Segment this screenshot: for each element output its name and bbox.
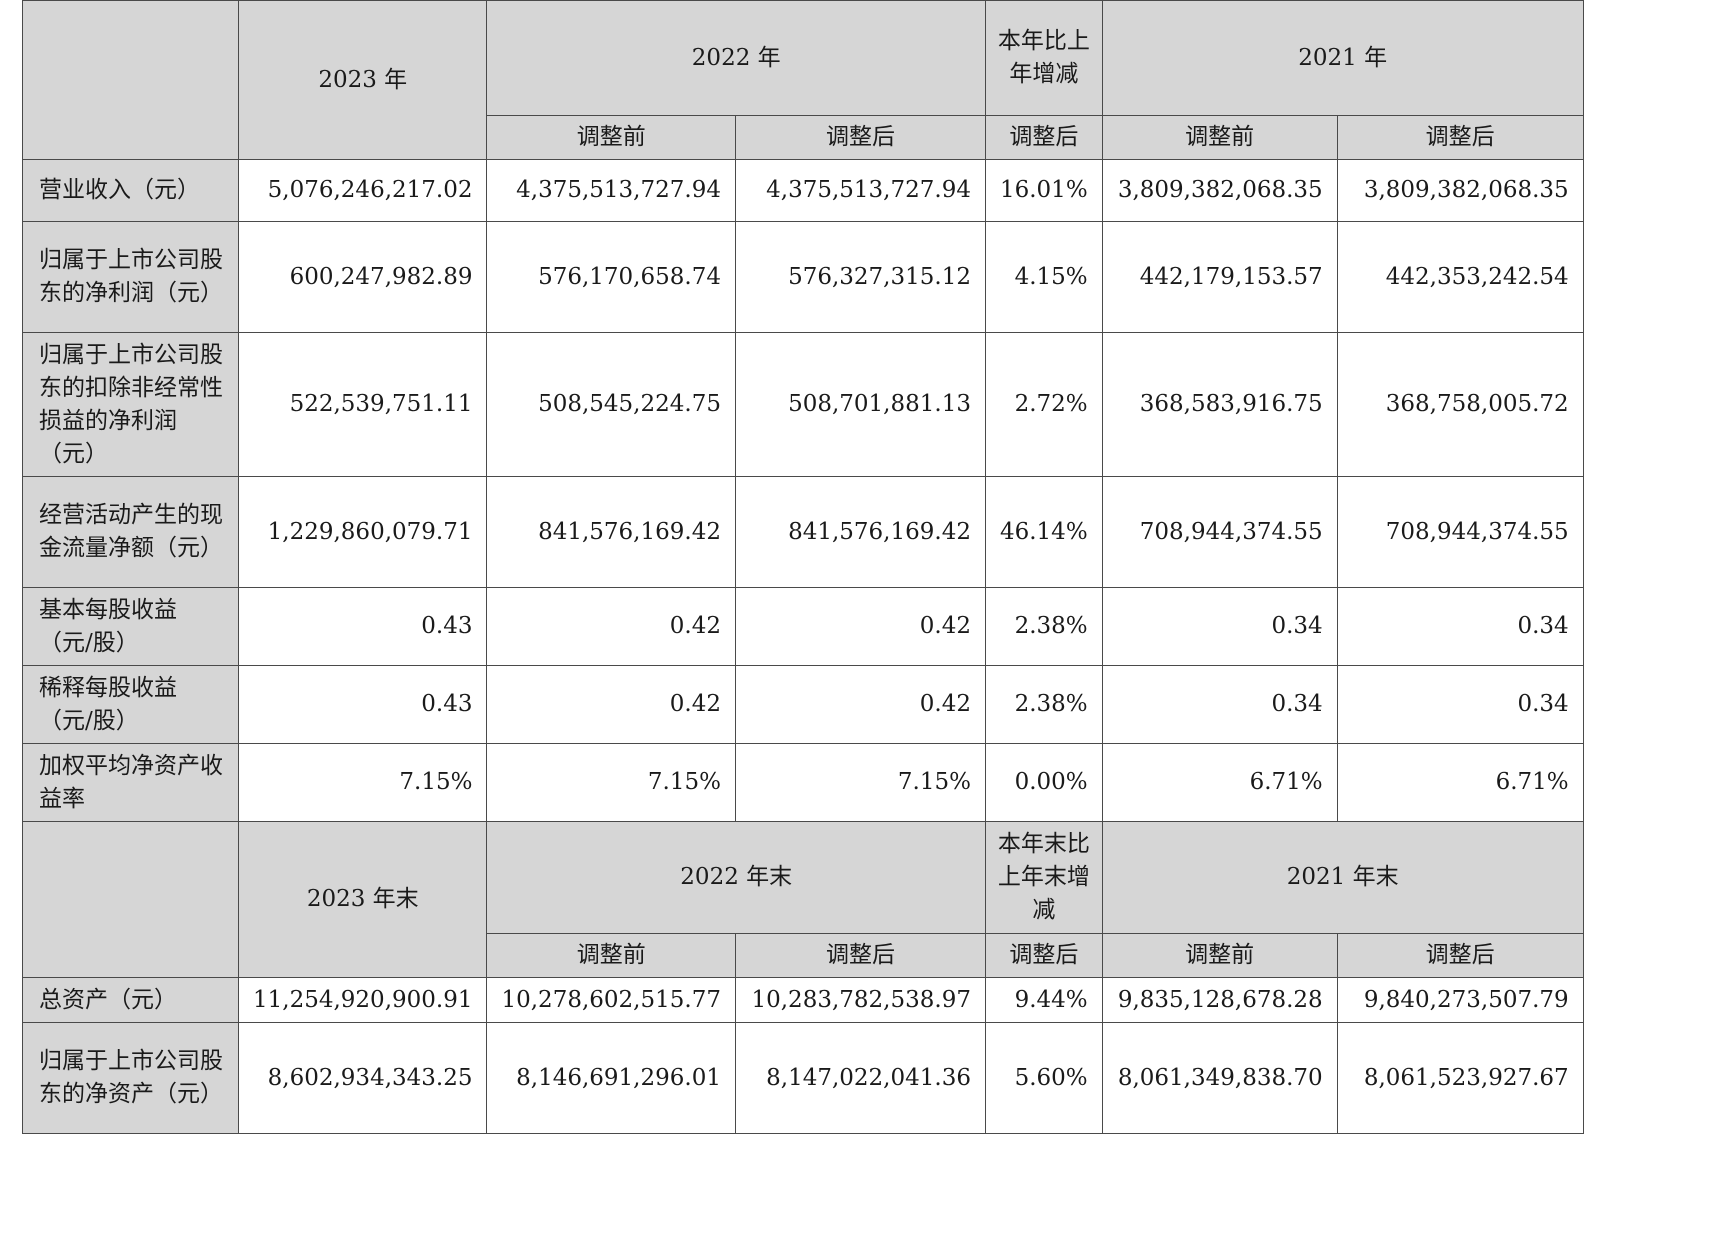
value-2021-after: 0.34 [1336, 665, 1584, 744]
header-2022-end-after: 调整后 [734, 933, 986, 978]
value-2022-after: 576,327,315.12 [734, 221, 986, 333]
table-row: 经营活动产生的现金流量净额（元） 1,229,860,079.71 841,57… [22, 476, 1584, 588]
header-2021-end: 2021 年末 [1101, 821, 1584, 934]
value-2021-before: 3,809,382,068.35 [1101, 159, 1338, 222]
row-label: 稀释每股收益（元/股） [22, 665, 239, 744]
value-2023: 5,076,246,217.02 [237, 159, 488, 222]
row-label: 归属于上市公司股东的净资产（元） [22, 1022, 239, 1134]
value-change: 16.01% [984, 159, 1103, 222]
value-2021-before: 442,179,153.57 [1101, 221, 1338, 333]
table-row: 归属于上市公司股东的扣除非经常性损益的净利润（元） 522,539,751.11… [22, 332, 1584, 477]
value-2021-after: 3,809,382,068.35 [1336, 159, 1584, 222]
row-label: 总资产（元） [22, 977, 239, 1023]
value-2021-after: 368,758,005.72 [1336, 332, 1584, 477]
header-2022: 2022 年 [486, 0, 986, 116]
header-2023-end: 2023 年末 [237, 821, 488, 978]
value-2023: 1,229,860,079.71 [237, 476, 488, 588]
table-row: 归属于上市公司股东的净资产（元） 8,602,934,343.25 8,146,… [22, 1022, 1584, 1134]
header-2021-before: 调整前 [1101, 115, 1338, 160]
value-2021-after: 442,353,242.54 [1336, 221, 1584, 333]
value-2021-before: 8,061,349,838.70 [1101, 1022, 1338, 1134]
header-2022-before: 调整前 [486, 115, 736, 160]
row-label: 归属于上市公司股东的净利润（元） [22, 221, 239, 333]
header-2021-end-before: 调整前 [1101, 933, 1338, 978]
value-change: 4.15% [984, 221, 1103, 333]
financial-indicators-table: 2023 年 2022 年 本年比上年增减 2021 年 调整前 调整后 调整后… [22, 0, 1584, 1134]
section2-header-row: 2023 年末 2022 年末 本年末比上年末增减 2021 年末 [22, 821, 1584, 978]
value-2022-before: 0.42 [486, 587, 736, 666]
section1-subheader-row: 调整前 调整后 调整后 调整前 调整后 [23, 115, 1584, 160]
value-2022-before: 841,576,169.42 [486, 476, 736, 588]
row-label: 营业收入（元） [22, 159, 239, 222]
value-2021-before: 708,944,374.55 [1101, 476, 1338, 588]
header-2022-end: 2022 年末 [486, 821, 986, 934]
value-2022-before: 4,375,513,727.94 [486, 159, 736, 222]
row-label: 归属于上市公司股东的扣除非经常性损益的净利润（元） [22, 332, 239, 477]
table-row: 基本每股收益（元/股） 0.43 0.42 0.42 2.38% 0.34 0.… [22, 587, 1584, 666]
value-2022-after: 508,701,881.13 [734, 332, 986, 477]
value-2022-before: 8,146,691,296.01 [486, 1022, 736, 1134]
header-change-end-after: 调整后 [984, 933, 1103, 978]
header-change-end: 本年末比上年末增减 [984, 821, 1103, 934]
value-2022-after: 0.42 [734, 665, 986, 744]
value-2021-after: 0.34 [1336, 587, 1584, 666]
header-2022-after: 调整后 [734, 115, 986, 160]
value-2021-before: 368,583,916.75 [1101, 332, 1338, 477]
value-2023: 7.15% [237, 743, 488, 822]
value-2022-after: 10,283,782,538.97 [734, 977, 986, 1023]
value-2021-before: 0.34 [1101, 587, 1338, 666]
value-2022-before: 0.42 [486, 665, 736, 744]
value-2022-after: 841,576,169.42 [734, 476, 986, 588]
value-change: 2.38% [984, 587, 1103, 666]
row-label: 基本每股收益（元/股） [22, 587, 239, 666]
value-change: 5.60% [984, 1022, 1103, 1134]
value-2022-after: 8,147,022,041.36 [734, 1022, 986, 1134]
row-label: 经营活动产生的现金流量净额（元） [22, 476, 239, 588]
value-2022-before: 10,278,602,515.77 [486, 977, 736, 1023]
value-2022-after: 0.42 [734, 587, 986, 666]
section2-corner-cell [22, 821, 239, 978]
section1-header-row: 2023 年 2022 年 本年比上年增减 2021 年 [22, 0, 1584, 160]
value-2021-before: 0.34 [1101, 665, 1338, 744]
value-2023: 0.43 [237, 665, 488, 744]
section2-subheader-row: 调整前 调整后 调整后 调整前 调整后 [23, 933, 1584, 978]
header-2023: 2023 年 [237, 0, 488, 160]
value-2022-before: 576,170,658.74 [486, 221, 736, 333]
section1-corner-cell [22, 0, 239, 160]
value-2021-after: 8,061,523,927.67 [1336, 1022, 1584, 1134]
header-2022-end-before: 调整前 [486, 933, 736, 978]
header-2021-end-after: 调整后 [1336, 933, 1584, 978]
value-2021-after: 708,944,374.55 [1336, 476, 1584, 588]
value-change: 9.44% [984, 977, 1103, 1023]
header-change-after: 调整后 [984, 115, 1103, 160]
table-row: 加权平均净资产收益率 7.15% 7.15% 7.15% 0.00% 6.71%… [22, 743, 1584, 822]
value-change: 0.00% [984, 743, 1103, 822]
value-2023: 522,539,751.11 [237, 332, 488, 477]
value-2021-after: 9,840,273,507.79 [1336, 977, 1584, 1023]
value-2021-before: 6.71% [1101, 743, 1338, 822]
table-row: 归属于上市公司股东的净利润（元） 600,247,982.89 576,170,… [22, 221, 1584, 333]
row-label: 加权平均净资产收益率 [22, 743, 239, 822]
value-2023: 0.43 [237, 587, 488, 666]
value-change: 46.14% [984, 476, 1103, 588]
value-2023: 11,254,920,900.91 [237, 977, 488, 1023]
value-change: 2.38% [984, 665, 1103, 744]
value-2023: 8,602,934,343.25 [237, 1022, 488, 1134]
value-2021-after: 6.71% [1336, 743, 1584, 822]
table-row: 稀释每股收益（元/股） 0.43 0.42 0.42 2.38% 0.34 0.… [22, 665, 1584, 744]
value-2022-after: 4,375,513,727.94 [734, 159, 986, 222]
header-change: 本年比上年增减 [984, 0, 1103, 116]
table-row: 营业收入（元） 5,076,246,217.02 4,375,513,727.9… [22, 159, 1584, 222]
value-2022-before: 7.15% [486, 743, 736, 822]
header-2021-after: 调整后 [1336, 115, 1584, 160]
value-2021-before: 9,835,128,678.28 [1101, 977, 1338, 1023]
value-2022-before: 508,545,224.75 [486, 332, 736, 477]
table-row: 总资产（元） 11,254,920,900.91 10,278,602,515.… [22, 977, 1584, 1023]
header-2021: 2021 年 [1101, 0, 1584, 116]
value-2022-after: 7.15% [734, 743, 986, 822]
value-2023: 600,247,982.89 [237, 221, 488, 333]
value-change: 2.72% [984, 332, 1103, 477]
